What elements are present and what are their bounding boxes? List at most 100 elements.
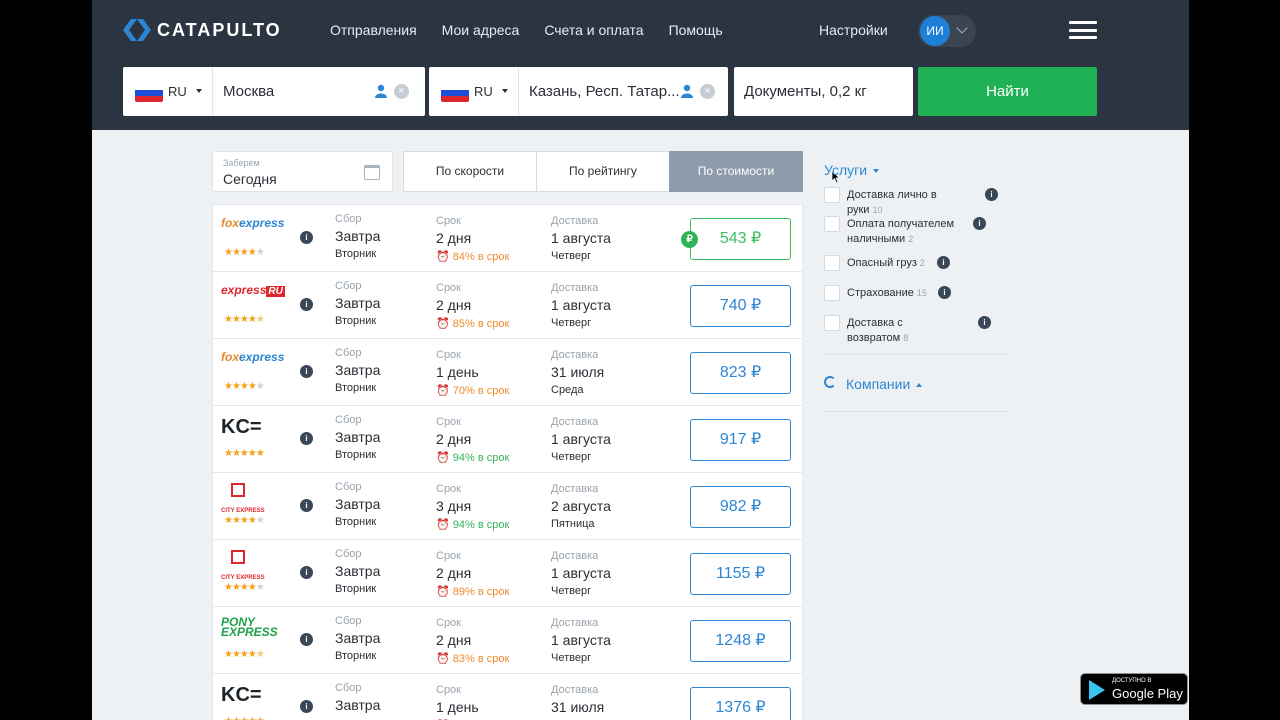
from-country-select[interactable]: RU [123,67,213,116]
price-button[interactable]: 823 ₽ [690,352,791,394]
service-checkbox[interactable] [824,255,840,271]
price-button[interactable]: 917 ₽ [690,419,791,461]
price-button[interactable]: 1155 ₽ [690,553,791,595]
info-icon[interactable]: i [978,316,991,329]
google-play-badge[interactable]: ДОСТУПНО В Google Play [1080,673,1188,705]
pickup-label: Сбор [335,414,362,426]
service-checkbox[interactable] [824,315,840,331]
alarm-clock-icon: ⏰ [436,586,453,598]
nav-addresses[interactable]: Мои адреса [441,22,520,38]
info-icon[interactable]: i [300,566,313,579]
info-icon[interactable]: i [938,286,951,299]
result-row[interactable]: foxexpress ★★★★★ i Сбор Завтра Вторник С… [212,338,803,406]
result-row[interactable]: CITY EXPRESS ★★★★★ i Сбор Завтра Вторник… [212,472,803,540]
alarm-clock-icon: ⏰ [436,653,453,665]
catapulto-logo-icon [123,19,151,41]
find-button[interactable]: Найти [918,67,1097,116]
result-row[interactable]: CITY EXPRESS ★★★★★ i Сбор Завтра Вторник… [212,539,803,607]
info-icon[interactable]: i [973,217,986,230]
header: CATAPULTO Отправления Мои адреса Счета и… [92,0,1189,130]
pickup-date-label: Заберем [223,158,260,168]
nav-shipments[interactable]: Отправления [330,22,417,38]
logo-text: CATAPULTO [157,19,282,40]
ontime-rate: ⏰ 89% в срок [436,585,509,598]
sort-by-speed[interactable]: По скорости [403,151,537,192]
pickup-value: Завтра [335,697,381,713]
term-value: 1 день [436,699,479,715]
to-city-input[interactable]: Казань, Респ. Татар... [529,83,680,100]
result-row[interactable]: foxexpress ★★★★★ i Сбор Завтра Вторник С… [212,204,803,272]
ontime-text: 84% в срок [452,251,510,263]
info-icon[interactable]: i [937,256,950,269]
calendar-icon[interactable] [364,165,380,180]
delivery-day: Четверг [551,250,592,262]
result-row[interactable]: KC= ★★★★★ i Сбор Завтра Срок 1 день ⏰ До… [212,673,803,720]
result-row[interactable]: KC= ★★★★★ i Сбор Завтра Вторник Срок 2 д… [212,405,803,473]
pickup-label: Сбор [335,548,362,560]
from-field[interactable]: RU Москва × [123,67,425,116]
service-checkbox[interactable] [824,187,840,203]
ontime-rate: ⏰ 84% в срок [436,250,509,263]
alarm-clock-icon: ⏰ [436,385,453,397]
term-label: Срок [436,215,461,227]
info-icon[interactable]: i [300,365,313,378]
alarm-clock-icon: ⏰ [436,318,453,330]
price-button[interactable]: 740 ₽ [690,285,791,327]
companies-filter-toggle[interactable]: Компании [846,376,923,392]
nav-help[interactable]: Помощь [668,22,723,38]
service-checkbox[interactable] [824,216,840,232]
delivery-value: 1 августа [551,565,611,581]
carrier-logo: foxexpress [221,216,285,230]
to-country-select[interactable]: RU [429,67,519,116]
delivery-label: Доставка [551,282,599,294]
price-button[interactable]: 543 ₽ [690,218,791,260]
delivery-value: 31 июля [551,699,605,715]
pickup-label: Сбор [335,481,362,493]
price-button[interactable]: 982 ₽ [690,486,791,528]
service-checkbox[interactable] [824,285,840,301]
result-row[interactable]: express RU ★★★★★ i Сбор Завтра Вторник Ср… [212,271,803,339]
service-count: 2 [919,258,925,268]
from-city-input[interactable]: Москва [223,83,275,100]
carrier-logo: express RU [221,283,285,297]
price-button[interactable]: 1376 ₽ [690,687,791,720]
info-icon[interactable]: i [300,700,313,713]
pickup-day: Вторник [335,516,377,528]
hamburger-menu-icon[interactable] [1069,21,1097,39]
user-menu[interactable]: ИИ [918,15,976,47]
ontime-rate: ⏰ 94% в срок [436,451,509,464]
rating-stars-icon: ★★★★★ [224,314,265,325]
clear-to-icon[interactable]: × [700,84,715,99]
delivery-day: Четверг [551,652,592,664]
term-label: Срок [436,617,461,629]
alarm-clock-icon: ⏰ [436,519,453,531]
clear-from-icon[interactable]: × [394,84,409,99]
rating-stars-icon: ★★★★★ [224,247,265,258]
settings-link[interactable]: Настройки [819,22,888,38]
pickup-day: Вторник [335,382,377,394]
user-icon[interactable] [681,84,693,98]
sort-by-rating[interactable]: По рейтингу [536,151,670,192]
pickup-label: Сбор [335,615,362,627]
to-field[interactable]: RU Казань, Респ. Татар... × [429,67,728,116]
info-icon[interactable]: i [300,298,313,311]
info-icon[interactable]: i [300,499,313,512]
user-icon[interactable] [375,84,387,98]
info-icon[interactable]: i [300,231,313,244]
ontime-text: 70% в срок [452,385,510,397]
sort-by-price[interactable]: По стоимости [669,151,803,192]
price-button[interactable]: 1248 ₽ [690,620,791,662]
pickup-date-picker[interactable]: Заберем Сегодня [212,151,393,192]
services-title: Услуги [824,162,868,178]
info-icon[interactable]: i [985,188,998,201]
nav-billing[interactable]: Счета и оплата [544,22,644,38]
pickup-label: Сбор [335,280,362,292]
logo[interactable]: CATAPULTO [123,17,282,43]
service-name: Доставка лично в руки [847,189,937,216]
info-icon[interactable]: i [300,432,313,445]
carrier-logo: CITY EXPRESS [221,483,283,514]
cargo-field[interactable]: Документы, 0,2 кг [734,67,913,116]
services-filter-toggle[interactable]: Услуги [824,162,880,178]
result-row[interactable]: PONY EXPRESS ★★★★★ i Сбор Завтра Вторник … [212,606,803,674]
info-icon[interactable]: i [300,633,313,646]
